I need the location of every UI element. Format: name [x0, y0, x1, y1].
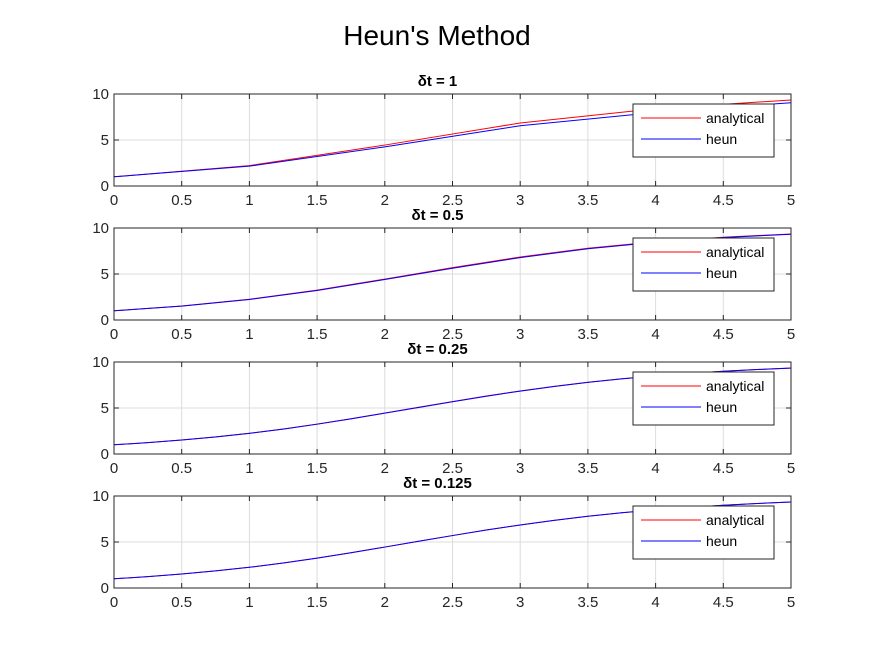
- x-tick-label: 2.5: [442, 594, 463, 611]
- legend-label-analytical: analytical: [706, 244, 764, 260]
- x-tick-label: 3.5: [577, 192, 598, 209]
- x-tick-label: 5: [787, 594, 795, 611]
- subplot-3: 0 0.5 1 1.5 2 2.5 3 3.5 4 4.5 5 0 5 10 δt = 0.25 analyt…: [92, 341, 795, 477]
- x-tick-label: 4.5: [713, 326, 734, 343]
- legend: analytical heun: [632, 505, 775, 560]
- x-tick-label: 2.5: [442, 192, 463, 209]
- x-tick-label: 1.5: [307, 192, 328, 209]
- x-tick-label: 4: [651, 594, 659, 611]
- x-tick-label: 3.5: [577, 326, 598, 343]
- x-tick-label: 1: [245, 460, 253, 477]
- subplot-title: δt = 0.25: [407, 341, 467, 358]
- x-tick-label: 2: [381, 326, 389, 343]
- x-tick-label: 5: [787, 326, 795, 343]
- x-tick-label: 3: [516, 460, 524, 477]
- y-tick-label: 10: [92, 488, 109, 505]
- x-tick-label: 4: [651, 192, 659, 209]
- y-tick-label: 0: [101, 446, 109, 463]
- x-tick-label: 0.5: [171, 594, 192, 611]
- subplot-4: 0 0.5 1 1.5 2 2.5 3 3.5 4 4.5 5 0 5 10 δt = 0.125 analy…: [92, 475, 795, 611]
- x-tick-label: 4: [651, 460, 659, 477]
- legend: analytical heun: [632, 103, 775, 158]
- x-tick-label: 3: [516, 192, 524, 209]
- legend-box: [632, 103, 775, 158]
- x-tick-label: 3: [516, 594, 524, 611]
- legend: analytical heun: [632, 237, 775, 292]
- y-tick-label: 5: [101, 266, 109, 283]
- legend-label-heun: heun: [706, 131, 737, 147]
- x-tick-label: 1: [245, 192, 253, 209]
- y-tick-label: 5: [101, 132, 109, 149]
- subplot-title: δt = 0.5: [411, 207, 463, 224]
- subplot-title: δt = 0.125: [403, 475, 472, 492]
- y-tick-label: 0: [101, 312, 109, 329]
- y-tick-label: 10: [92, 86, 109, 103]
- x-tick-label: 2: [381, 594, 389, 611]
- y-tick-label: 10: [92, 354, 109, 371]
- x-tick-label: 1.5: [307, 326, 328, 343]
- x-tick-label: 3.5: [577, 594, 598, 611]
- x-tick-label: 2: [381, 460, 389, 477]
- x-tick-label: 0.5: [171, 192, 192, 209]
- x-tick-label: 0: [110, 192, 118, 209]
- y-tick-label: 0: [101, 178, 109, 195]
- x-tick-label: 4.5: [713, 192, 734, 209]
- legend-box: [632, 237, 775, 292]
- y-tick-label: 10: [92, 220, 109, 237]
- subplot-1: 0 0.5 1 1.5 2 2.5 3 3.5 4 4.5 5 0 5 10 δt = 1 analytica…: [92, 73, 795, 209]
- x-tick-label: 2.5: [442, 460, 463, 477]
- legend-label-analytical: analytical: [706, 378, 764, 394]
- y-tick-label: 5: [101, 534, 109, 551]
- legend-box: [632, 505, 775, 560]
- legend-label-heun: heun: [706, 533, 737, 549]
- legend-label-heun: heun: [706, 265, 737, 281]
- x-tick-label: 1.5: [307, 594, 328, 611]
- subplot-title: δt = 1: [418, 73, 458, 90]
- subplot-2: 0 0.5 1 1.5 2 2.5 3 3.5 4 4.5 5 0 5 10 δt = 0.5 analyti…: [92, 207, 795, 343]
- x-tick-label: 3: [516, 326, 524, 343]
- y-tick-label: 5: [101, 400, 109, 417]
- x-tick-label: 4.5: [713, 460, 734, 477]
- x-tick-label: 4.5: [713, 594, 734, 611]
- x-tick-label: 1: [245, 326, 253, 343]
- y-tick-label: 0: [101, 580, 109, 597]
- x-tick-label: 5: [787, 192, 795, 209]
- legend: analytical heun: [632, 371, 775, 426]
- x-tick-label: 3.5: [577, 460, 598, 477]
- x-tick-label: 0: [110, 326, 118, 343]
- legend-label-heun: heun: [706, 399, 737, 415]
- x-tick-label: 5: [787, 460, 795, 477]
- x-tick-label: 0.5: [171, 326, 192, 343]
- legend-box: [632, 371, 775, 426]
- x-tick-label: 0: [110, 460, 118, 477]
- x-tick-label: 0.5: [171, 460, 192, 477]
- x-tick-label: 1: [245, 594, 253, 611]
- legend-label-analytical: analytical: [706, 110, 764, 126]
- x-tick-label: 4: [651, 326, 659, 343]
- figure-title: Heun's Method: [343, 20, 530, 51]
- x-tick-label: 2: [381, 192, 389, 209]
- x-tick-label: 0: [110, 594, 118, 611]
- x-tick-label: 2.5: [442, 326, 463, 343]
- legend-label-analytical: analytical: [706, 512, 764, 528]
- x-tick-label: 1.5: [307, 460, 328, 477]
